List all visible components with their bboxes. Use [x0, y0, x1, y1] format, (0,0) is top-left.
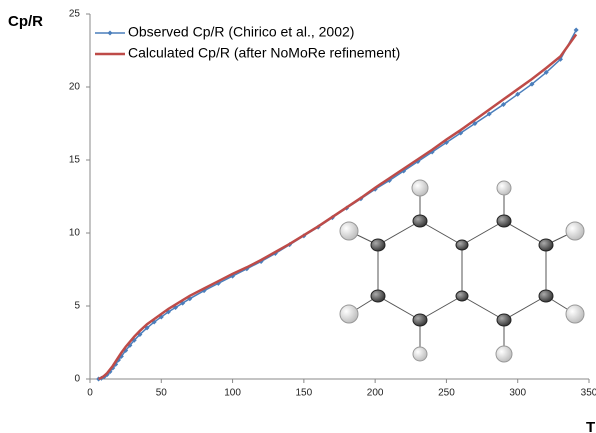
x-tick-label: 150 [296, 388, 313, 399]
y-tick-label: 10 [69, 228, 81, 239]
y-tick-label: 0 [74, 374, 80, 385]
series-line [99, 30, 577, 379]
chart: Cp/R T 0510152025050100150200250300350Ob… [0, 0, 596, 433]
y-tick-label: 5 [74, 301, 80, 312]
molecule [340, 180, 584, 362]
series-line [99, 34, 577, 379]
y-tick-label: 15 [69, 155, 81, 166]
page: {"chart_data": {"type": "line", "y_label… [0, 0, 596, 433]
x-tick-label: 350 [581, 388, 596, 399]
x-tick-label: 50 [156, 388, 168, 399]
x-tick-label: 250 [438, 388, 455, 399]
legend-label: Calculated Cp/R (after NoMoRe refinement… [128, 45, 400, 61]
x-tick-label: 200 [367, 388, 384, 399]
x-tick-label: 300 [509, 388, 526, 399]
legend-marker [108, 31, 113, 36]
legend-label: Observed Cp/R (Chirico et al., 2002) [128, 24, 354, 40]
x-tick-label: 100 [224, 388, 241, 399]
y-tick-label: 20 [69, 82, 81, 93]
y-tick-label: 25 [69, 9, 81, 20]
x-tick-label: 0 [87, 388, 93, 399]
y-axis-title: Cp/R [8, 13, 43, 30]
x-axis-title: T [586, 419, 595, 433]
